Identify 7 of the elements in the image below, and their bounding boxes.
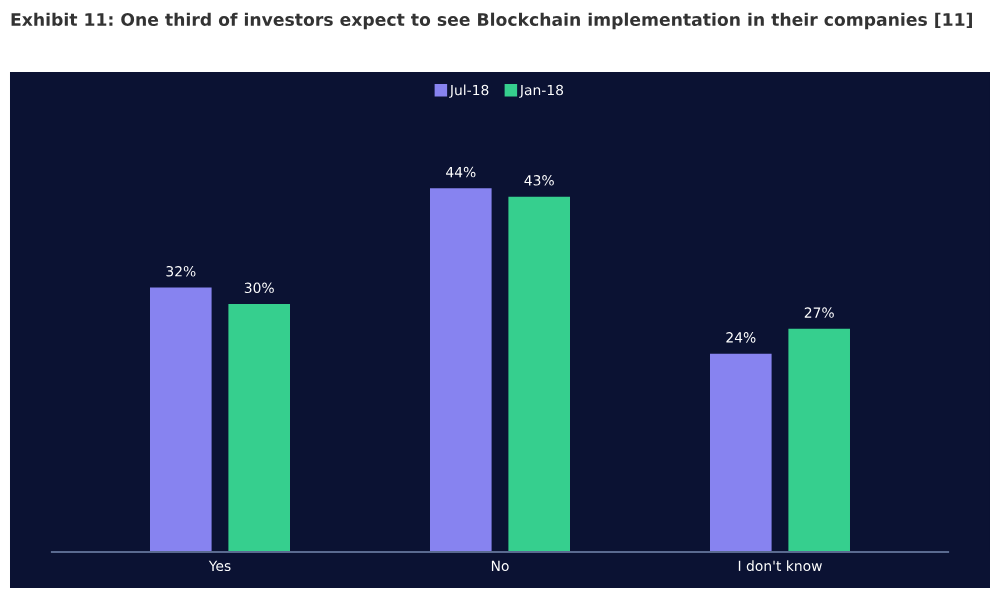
bar [710,353,772,552]
bar [228,304,290,552]
bar [788,328,850,552]
bar [150,287,212,552]
chart-title: Exhibit 11: One third of investors expect to see Blockchain implementation in their companies [11] [11,12,972,30]
bar [430,188,492,552]
bar [508,196,570,552]
